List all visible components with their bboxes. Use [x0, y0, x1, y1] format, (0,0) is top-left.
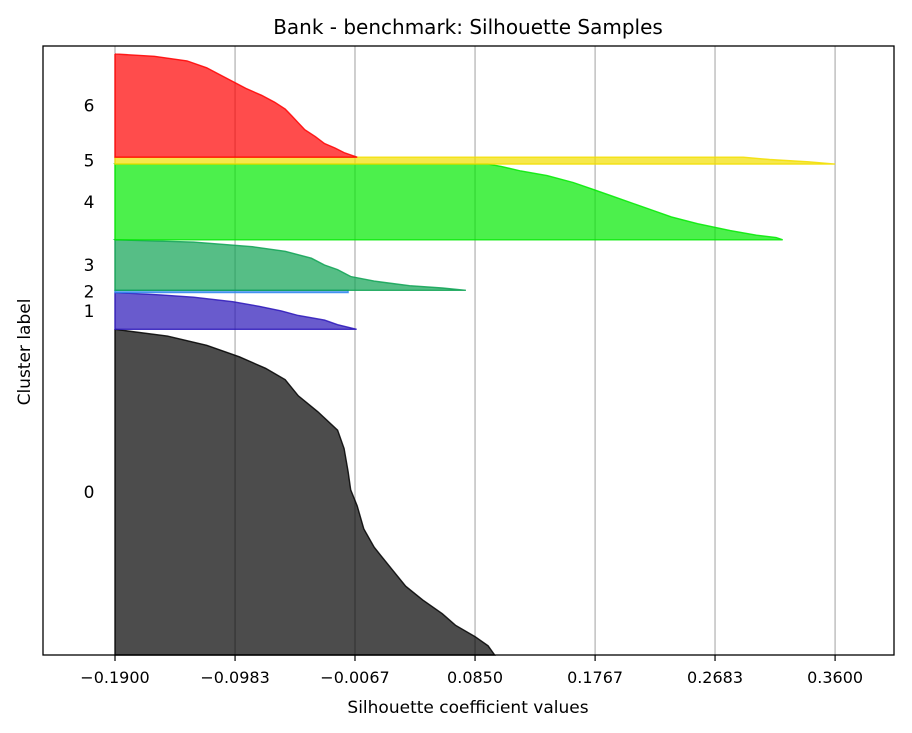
x-tick-label: −0.0983	[200, 668, 269, 687]
x-axis-label: Silhouette coefficient values	[347, 698, 588, 718]
cluster-3-area	[112, 239, 466, 291]
x-tick-label: 0.0850	[447, 668, 503, 687]
cluster-0-area	[114, 328, 497, 656]
cluster-5-area	[114, 156, 836, 165]
y-axis-label: Cluster label	[15, 299, 35, 406]
cluster-label-6: 6	[84, 97, 95, 117]
cluster-label-2: 2	[84, 282, 95, 302]
x-tick-label: 0.3600	[807, 668, 863, 687]
cluster-label-1: 1	[84, 302, 95, 322]
x-tick-label: −0.0067	[320, 668, 389, 687]
cluster-1-area	[114, 291, 357, 330]
x-tick-label: 0.1767	[567, 668, 623, 687]
x-tick-label: −0.1900	[80, 668, 149, 687]
cluster-label-0: 0	[84, 483, 95, 503]
plot-frame	[42, 45, 895, 656]
cluster-label-5: 5	[84, 152, 95, 172]
cluster-label-4: 4	[84, 193, 95, 213]
x-tick-label: 0.2683	[687, 668, 743, 687]
cluster-4-area	[113, 163, 783, 241]
cluster-6-area	[114, 53, 358, 158]
chart-title: Bank - benchmark: Silhouette Samples	[273, 15, 663, 39]
cluster-label-3: 3	[84, 256, 95, 276]
plot-area	[112, 46, 836, 656]
cluster-labels: 0 12 3 4 5 6	[84, 97, 95, 504]
x-axis-ticks: −0.1900 −0.0983 −0.0067 0.0850 0.1767 0.2683 0…	[80, 655, 863, 687]
